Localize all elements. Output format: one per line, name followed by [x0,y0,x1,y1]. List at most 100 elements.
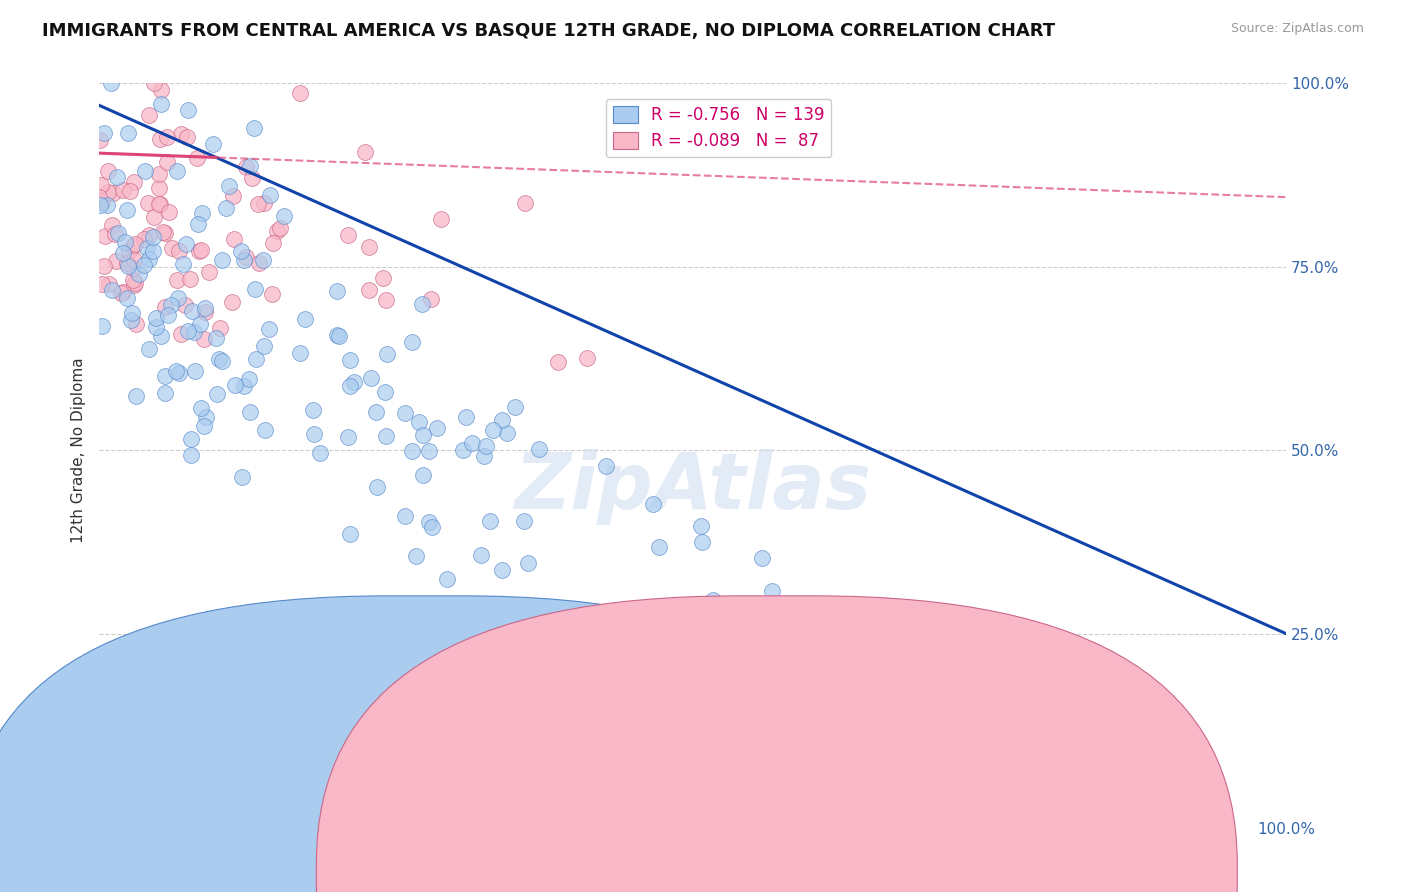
Point [122,175,145,189]
Point [135,241,157,255]
Point [104,254,127,268]
Point [98,277,121,291]
Point [218,178,240,193]
Point [294,312,316,326]
Point [111,183,134,197]
Point [231,244,253,258]
Point [190,244,212,258]
Point [156,155,179,169]
Point [411,297,433,311]
Point [132,258,155,272]
Point [180,303,202,318]
Point [138,228,160,243]
Text: Basques: Basques [814,858,873,872]
Point [269,221,291,235]
Point [89,133,111,147]
Point [97,185,120,199]
Point [96,198,118,212]
Point [870,639,893,653]
Point [253,195,276,210]
Point [124,276,146,290]
Point [195,409,218,424]
Point [153,386,176,401]
Point [496,425,519,440]
Point [118,184,141,198]
Point [167,291,190,305]
Point [172,257,194,271]
Point [266,224,288,238]
Point [686,640,709,655]
Point [288,346,311,360]
Point [138,252,160,267]
Point [246,197,269,211]
Point [247,256,270,270]
Point [143,210,166,224]
Point [513,514,536,528]
Point [149,97,172,112]
Point [377,347,399,361]
Point [418,515,440,529]
Point [436,572,458,586]
Point [235,160,257,174]
Text: ZipAtlas: ZipAtlas [515,449,872,524]
Point [326,284,349,298]
Point [167,244,190,258]
Point [208,352,231,367]
Point [576,351,599,366]
Point [257,322,280,336]
Point [232,379,254,393]
Point [475,439,498,453]
Point [509,751,531,765]
Point [134,163,156,178]
Point [401,443,423,458]
Point [167,366,190,380]
Point [309,446,332,460]
Point [124,237,146,252]
Point [150,83,173,97]
Point [117,259,139,273]
Point [461,435,484,450]
Point [353,145,375,160]
Point [177,103,200,117]
Point [326,328,349,343]
Point [90,277,112,292]
Point [148,167,170,181]
Point [187,217,209,231]
Point [643,497,665,511]
Point [516,557,538,571]
Point [94,228,117,243]
Point [111,285,134,299]
Point [513,196,536,211]
Point [128,267,150,281]
Point [190,401,212,416]
Point [156,129,179,144]
Point [122,252,145,267]
Point [118,244,141,259]
Point [634,611,657,625]
Point [193,332,215,346]
Point [364,405,387,419]
Point [408,415,430,429]
Point [148,181,170,195]
Point [160,242,183,256]
Point [222,189,245,203]
Point [174,298,197,312]
Point [482,423,505,437]
Point [374,384,396,399]
Point [198,265,221,279]
Point [188,244,211,258]
Point [122,239,145,253]
Point [253,423,276,437]
Point [339,527,361,541]
Point [142,244,165,258]
Point [193,418,215,433]
Point [478,514,501,528]
Point [105,170,128,185]
Point [702,593,724,607]
Point [89,190,111,204]
Point [273,209,295,223]
Point [259,188,281,202]
Point [104,227,127,241]
Point [336,228,359,243]
Point [134,232,156,246]
